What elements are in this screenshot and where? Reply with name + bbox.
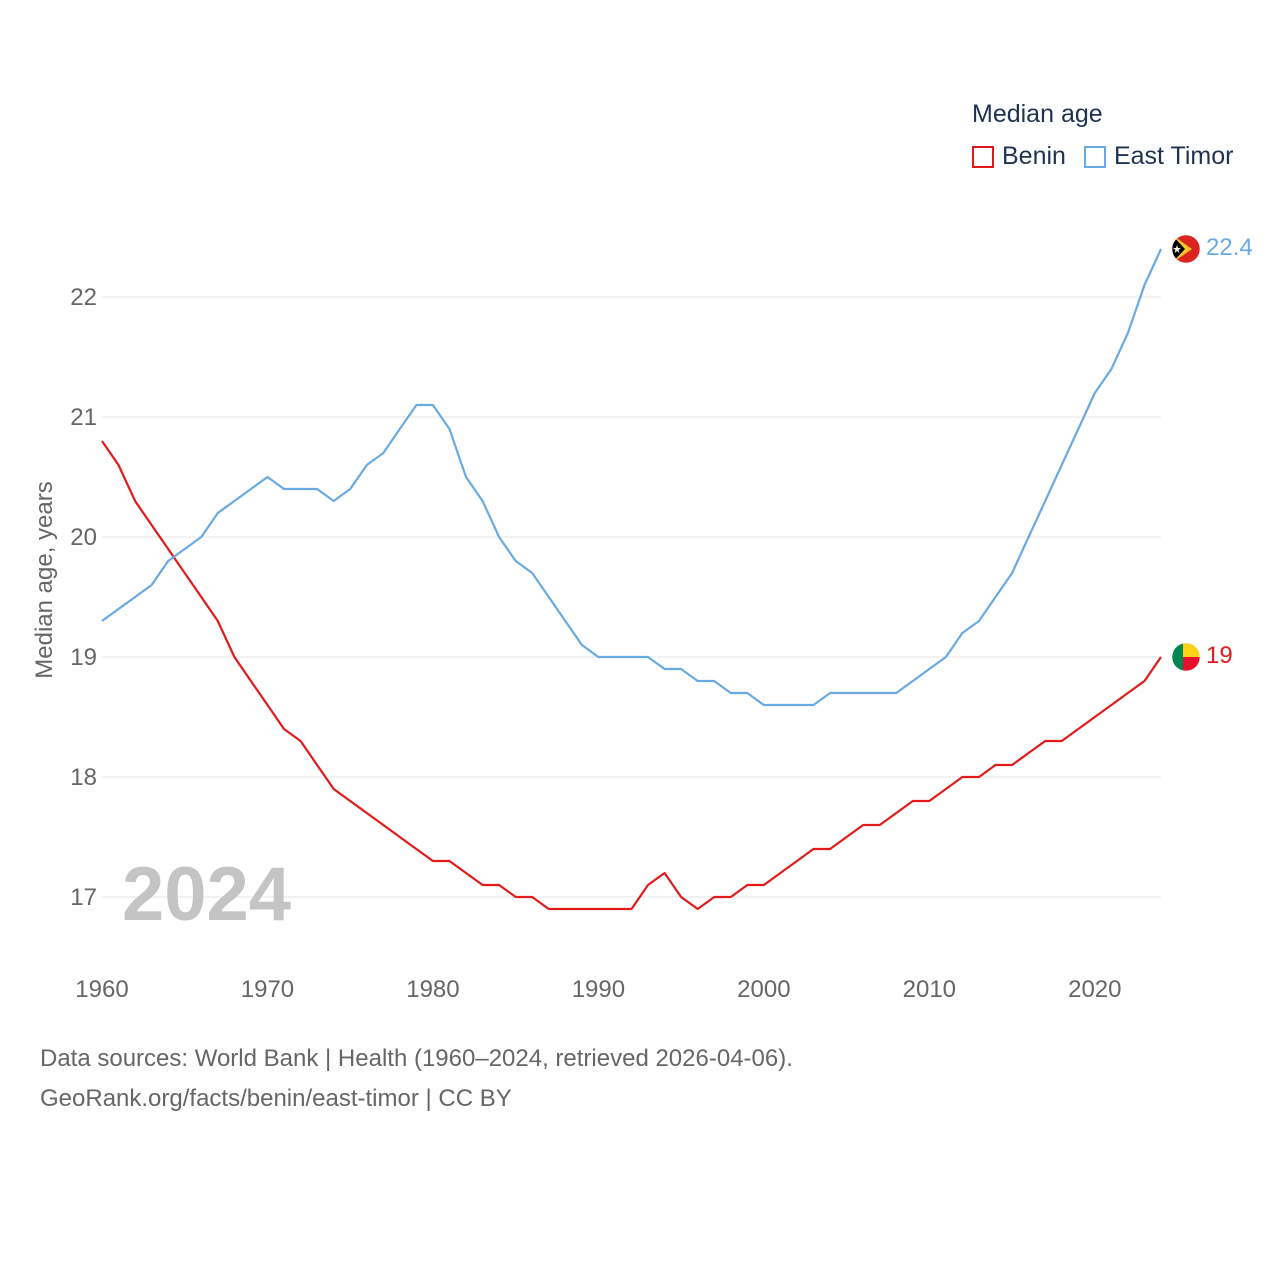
- flag-rim-east-timor: [1171, 234, 1201, 264]
- y-tick-label-20: 20: [70, 524, 97, 551]
- legend-swatch-benin: [972, 145, 994, 168]
- x-tick-label-2020: 2020: [1068, 976, 1121, 1003]
- x-tick-label-2000: 2000: [737, 976, 790, 1003]
- flag-icon-benin: [1171, 642, 1201, 672]
- x-tick-label-1960: 1960: [75, 976, 128, 1003]
- legend-item-east-timor[interactable]: East Timor: [1083, 142, 1234, 171]
- legend-title: Median age: [972, 100, 1103, 128]
- series-line-east-timor: [101, 248, 1162, 707]
- x-tick-label-2010: 2010: [903, 976, 956, 1003]
- series-lines: [101, 248, 1162, 911]
- y-tick-label-18: 18: [70, 764, 97, 791]
- legend-swatch-east-timor: [1083, 145, 1106, 168]
- line-chart: 17 18 19 20 21 22 1960 1970 1980 1990 2000 2010 202…: [31, 234, 1253, 1003]
- flag-body-benin: [1172, 643, 1200, 671]
- flag-star-east-timor: [1173, 245, 1181, 253]
- y-tick-label-21: 21: [70, 404, 97, 431]
- y-tick-label-22: 22: [70, 284, 97, 311]
- flag-body-east-timor: [1172, 235, 1200, 263]
- end-value-label-benin: 19: [1206, 642, 1233, 669]
- y-tick-label-19: 19: [70, 644, 97, 671]
- flag-icon-east-timor: [1171, 234, 1201, 264]
- y-tick-label-17: 17: [70, 884, 97, 911]
- year-watermark: 2024: [122, 852, 291, 937]
- series-line-benin: [101, 440, 1162, 911]
- y-axis-ticks: 17 18 19 20 21 22: [70, 284, 97, 911]
- credit-link[interactable]: GeoRank.org/facts/benin/east-timor | CC …: [40, 1085, 512, 1112]
- legend-label-east-timor: East Timor: [1113, 142, 1234, 170]
- legend-label-benin: Benin: [1002, 142, 1066, 170]
- series-end-markers: 19 22.4: [1171, 234, 1253, 672]
- flag-green-benin: [1172, 643, 1183, 671]
- end-value-label-east-timor: 22.4: [1206, 234, 1253, 261]
- y-axis-label: Median age, years: [31, 481, 58, 678]
- data-sources-note: Data sources: World Bank | Health (1960–…: [40, 1045, 793, 1072]
- x-tick-label-1990: 1990: [572, 976, 625, 1003]
- legend-item-benin[interactable]: Benin: [972, 142, 1066, 171]
- grid-lines: [102, 296, 1161, 898]
- legend: Benin East Timor: [972, 142, 1251, 171]
- flag-rim-benin: [1171, 642, 1201, 672]
- x-axis-ticks: 1960 1970 1980 1990 2000 2010 2020: [75, 976, 1121, 1003]
- x-tick-label-1970: 1970: [241, 976, 294, 1003]
- x-tick-label-1980: 1980: [406, 976, 459, 1003]
